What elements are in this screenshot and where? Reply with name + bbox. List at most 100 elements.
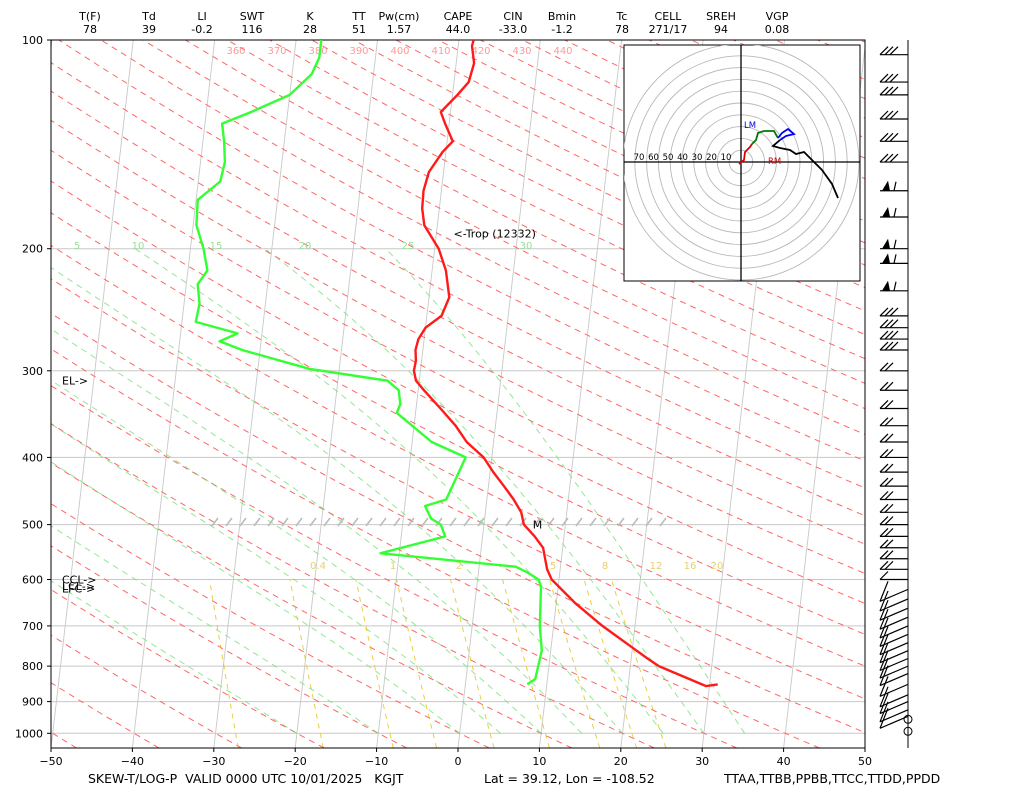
theta-e-label: 30 bbox=[520, 241, 533, 252]
hatch-mark bbox=[337, 517, 345, 527]
x-tick-label: −30 bbox=[202, 755, 225, 768]
y-tick-label: 700 bbox=[22, 620, 43, 633]
x-tick-label: 0 bbox=[455, 755, 462, 768]
wind-barb-staff bbox=[879, 588, 909, 602]
dewpoint-line bbox=[194, 40, 543, 686]
moist-adiabat bbox=[134, 248, 664, 734]
hodograph-ring-label: 60 bbox=[648, 153, 659, 163]
index-label: TT bbox=[352, 10, 366, 23]
hodograph-trace bbox=[777, 127, 796, 141]
wind-barb-pennant bbox=[882, 238, 890, 249]
index-cin: CIN -33.0 bbox=[473, 10, 553, 36]
profiles bbox=[194, 40, 718, 688]
moist-adiabat bbox=[51, 328, 583, 734]
wind-barb-feather bbox=[893, 239, 897, 249]
isotherm-line bbox=[213, 40, 297, 748]
isotherm-line bbox=[864, 744, 865, 748]
hodograph-trace bbox=[771, 139, 839, 199]
dry-adiabat bbox=[51, 62, 865, 489]
wind-barb-feather bbox=[889, 73, 899, 83]
index-vgp: VGP 0.08 bbox=[737, 10, 817, 36]
wind-barb-feather bbox=[884, 381, 894, 391]
mixing-ratio-line bbox=[610, 579, 667, 748]
theta-e-label: 5 bbox=[74, 241, 80, 252]
hodograph-lm-label: LM bbox=[744, 121, 756, 131]
index-value: -0.2 bbox=[191, 23, 213, 36]
index-value: -1.2 bbox=[551, 23, 573, 36]
hatch-mark bbox=[435, 517, 443, 527]
dry-adiabat bbox=[51, 348, 820, 748]
mixing-ratio-label: 1 bbox=[390, 561, 396, 572]
hatch-mark bbox=[449, 517, 457, 527]
isotherm-line bbox=[538, 40, 623, 748]
wind-barb-feather bbox=[879, 307, 889, 317]
wind-barb-staff bbox=[879, 607, 909, 621]
wind-barb-feather bbox=[889, 307, 899, 317]
index-value: 78 bbox=[615, 23, 629, 36]
wind-barb-feather bbox=[879, 132, 889, 142]
annotation-label: <-Trop (12332) bbox=[454, 227, 536, 240]
x-tick-label: 40 bbox=[777, 755, 791, 768]
index-value: 28 bbox=[303, 23, 317, 36]
wind-barb-staff bbox=[879, 642, 909, 656]
hatch-mark bbox=[575, 517, 583, 527]
x-tick-label: −20 bbox=[284, 755, 307, 768]
annotation-label: CCL-> bbox=[62, 573, 96, 586]
wind-barb-feather bbox=[879, 330, 889, 340]
wind-barb-feather bbox=[889, 86, 899, 96]
wind-barb-feather bbox=[884, 491, 894, 500]
mixing-ratio-label: 20 bbox=[711, 561, 724, 572]
index-value: 94 bbox=[714, 23, 728, 36]
wind-barb-feather bbox=[884, 539, 894, 549]
index-value: 78 bbox=[83, 23, 97, 36]
annotation-label: LCL-> bbox=[62, 580, 95, 593]
wind-barb-feather bbox=[884, 560, 894, 570]
wind-barb-feather bbox=[879, 581, 889, 602]
y-tick-label: 500 bbox=[22, 519, 43, 532]
x-tick-label: −40 bbox=[121, 755, 144, 768]
hatch-mark bbox=[645, 517, 653, 527]
wind-barbs bbox=[879, 46, 913, 736]
y-tick-label: 200 bbox=[22, 243, 43, 256]
wind-barb-feather bbox=[879, 417, 889, 427]
hatch-mark bbox=[421, 517, 429, 527]
index-label: LI bbox=[197, 10, 207, 23]
wind-barb-pennant bbox=[882, 180, 890, 191]
dry-adiabat bbox=[51, 180, 865, 605]
hatch-mark bbox=[211, 517, 219, 527]
theta-e-label: 10 bbox=[132, 241, 145, 252]
wind-barb-feather bbox=[879, 341, 889, 351]
wind-barb-feather bbox=[879, 400, 889, 409]
wind-barb-feather bbox=[884, 153, 894, 163]
hatch-mark bbox=[659, 517, 667, 527]
wind-barb-feather bbox=[884, 362, 894, 372]
dry-adiabat bbox=[51, 503, 490, 748]
wind-barb-staff bbox=[879, 625, 909, 639]
dry-adiabat bbox=[58, 40, 865, 462]
x-tick-label: 30 bbox=[695, 755, 709, 768]
wind-barb-feather bbox=[884, 527, 894, 537]
theta-label: 430 bbox=[512, 46, 531, 57]
x-tick-label: 20 bbox=[614, 755, 628, 768]
theta-e-label: 15 bbox=[210, 241, 223, 252]
x-tick-label: −50 bbox=[39, 755, 62, 768]
dry-adiabat bbox=[185, 40, 865, 384]
isotherm-line bbox=[131, 40, 216, 748]
wind-barb-feather bbox=[879, 657, 889, 679]
theta-label: 370 bbox=[267, 46, 286, 57]
y-tick-label: 800 bbox=[22, 660, 43, 673]
dry-adiabat bbox=[986, 40, 1024, 748]
wind-barb-feather bbox=[884, 132, 894, 142]
moist-adiabat bbox=[51, 266, 623, 734]
wind-barb-feather bbox=[884, 463, 894, 473]
index-t-f: T(F) 78 bbox=[50, 10, 130, 36]
hatch-mark bbox=[505, 517, 513, 527]
index-k: K 28 bbox=[270, 10, 350, 36]
wind-barb-staff bbox=[879, 657, 909, 672]
hatch-mark bbox=[365, 517, 373, 527]
temperature-line bbox=[412, 40, 718, 688]
wind-barb-feather bbox=[889, 132, 899, 142]
wind-barb-feather bbox=[889, 153, 899, 163]
isotherm-line bbox=[376, 40, 460, 748]
y-tick-label: 100 bbox=[22, 34, 43, 47]
